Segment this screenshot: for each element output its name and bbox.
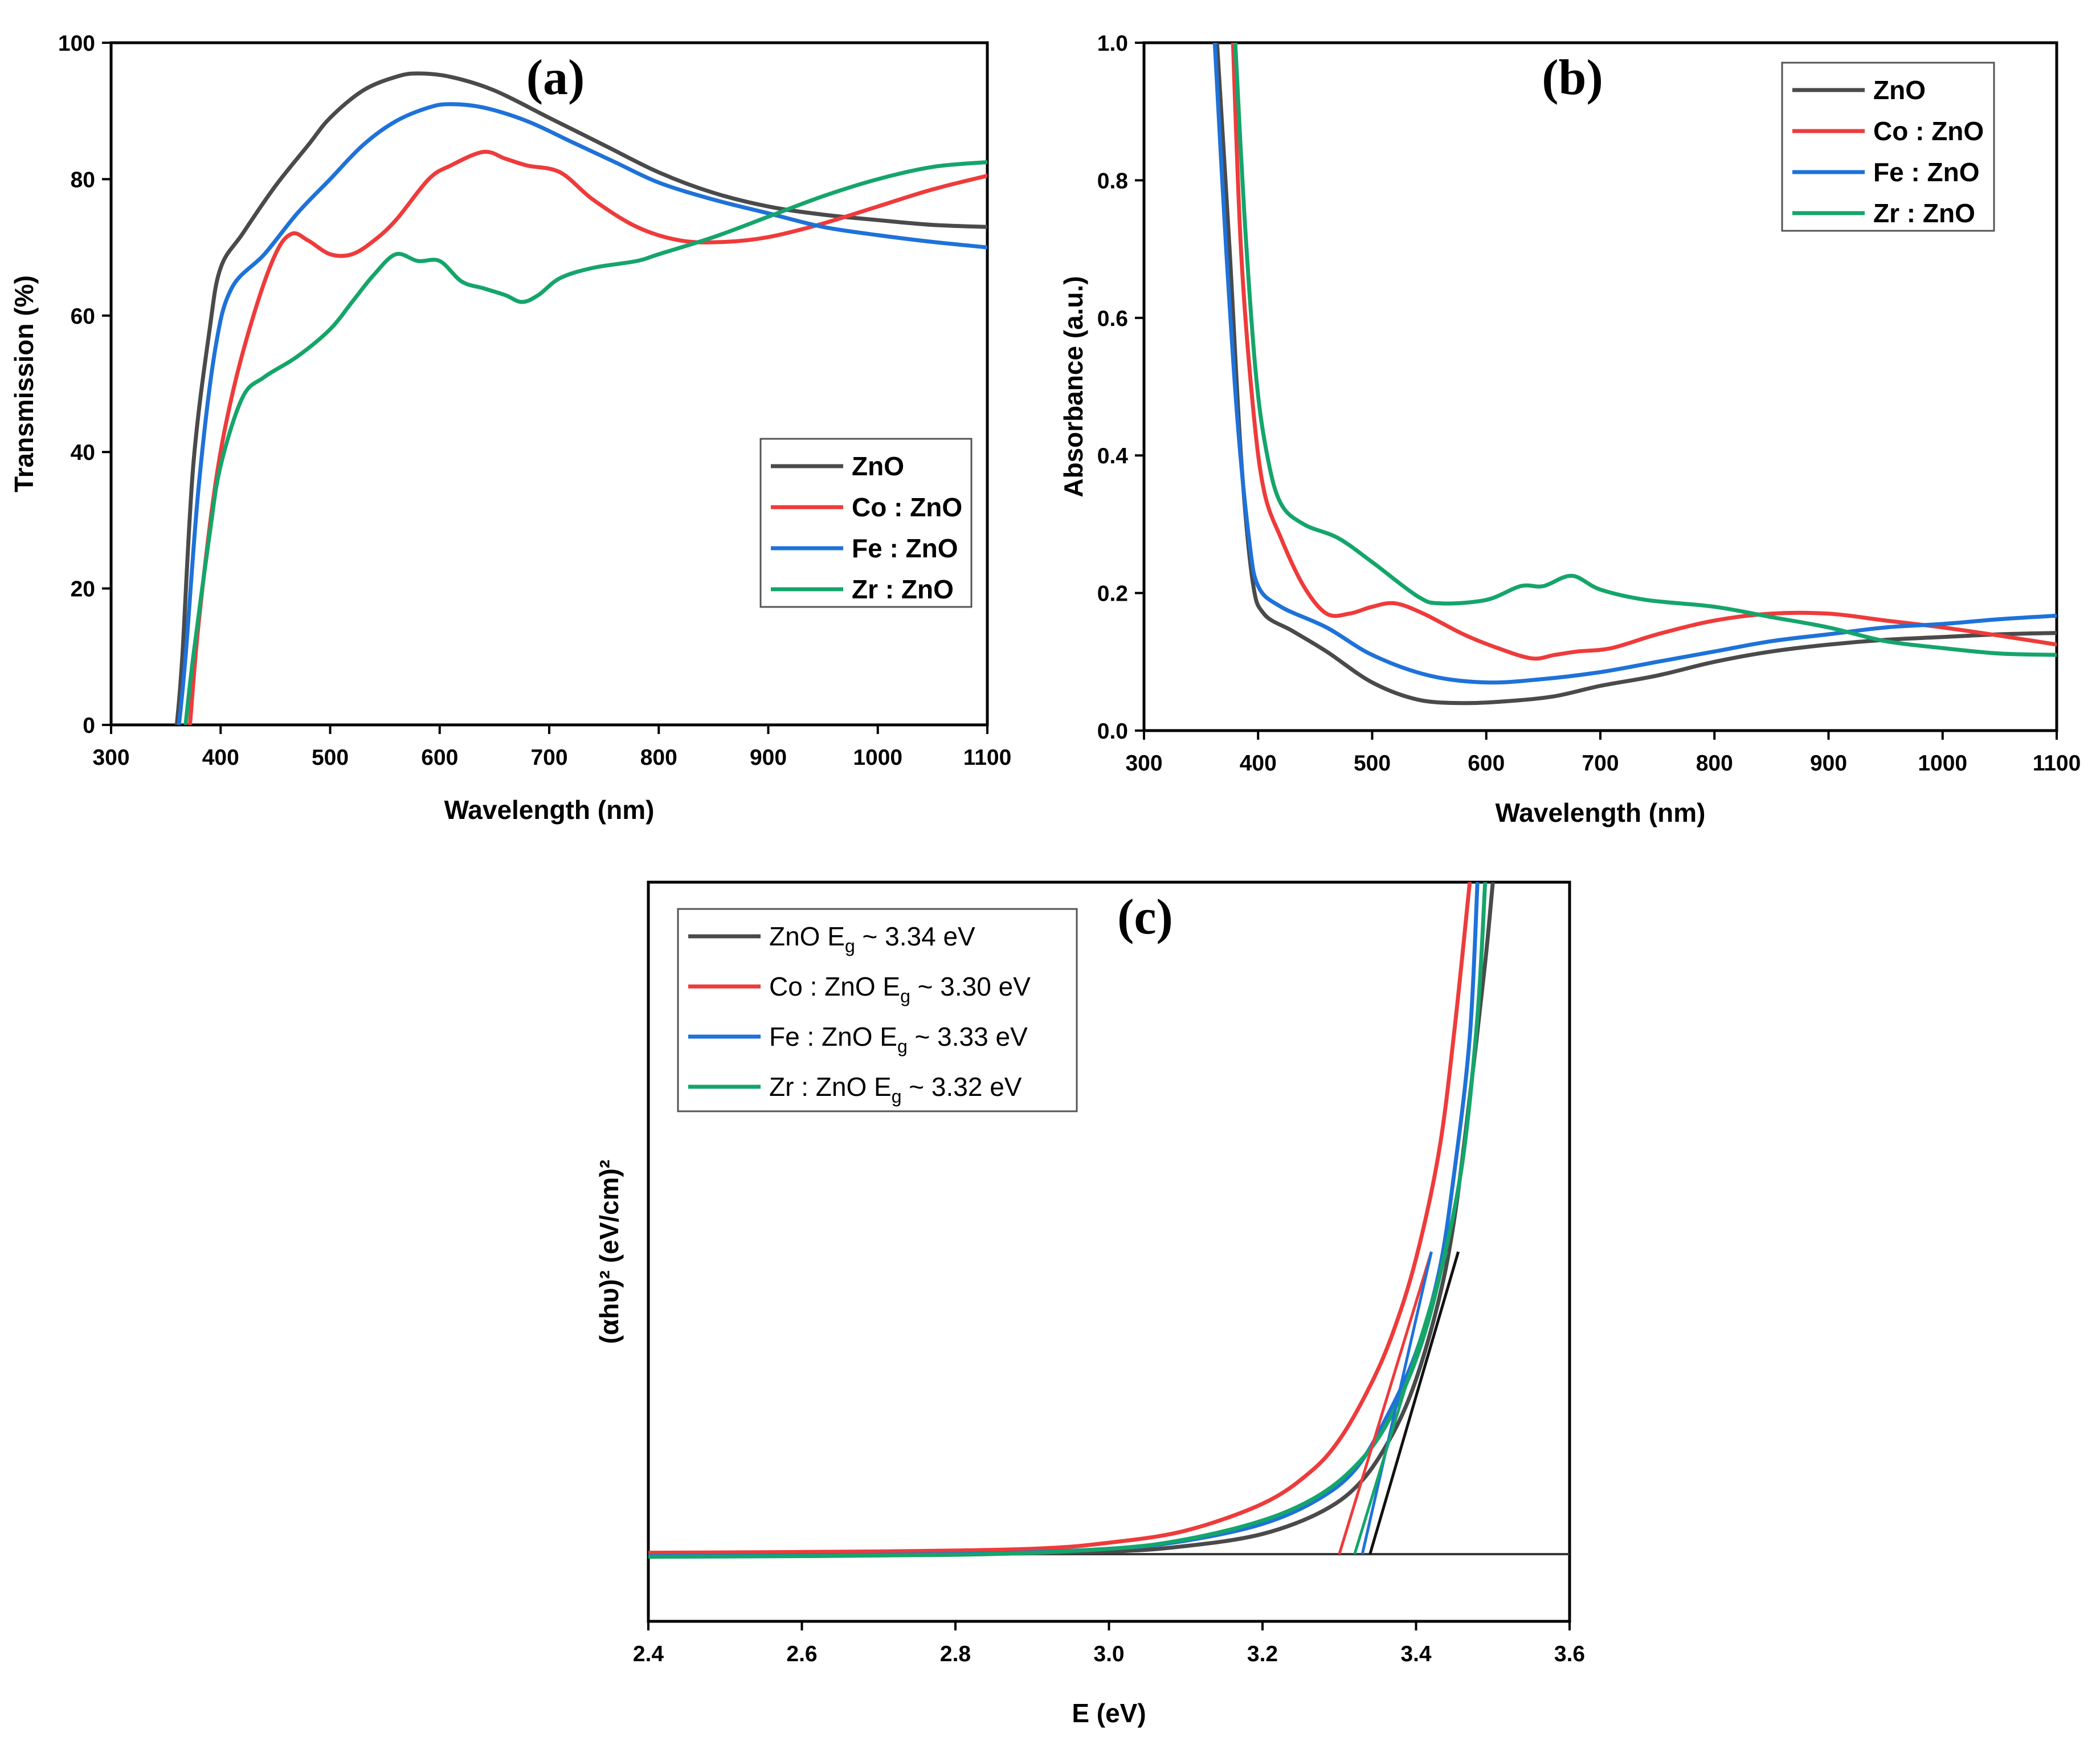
x-tick-label: 1000 — [853, 745, 902, 770]
x-tick-label: 800 — [640, 745, 677, 770]
legend-label: Fe : ZnO — [1873, 157, 1980, 187]
legend-label: Co : ZnO — [1873, 116, 1984, 146]
plot-area — [1212, 43, 2057, 706]
series-line-zr — [648, 882, 1488, 1559]
legend-label: Fe : ZnO Eg ~ 3.33 eV — [769, 1022, 1028, 1057]
series-line-fe — [177, 102, 987, 725]
plot-area — [174, 71, 987, 725]
x-tick-label: 700 — [530, 745, 567, 770]
series-line-co — [1231, 43, 2057, 661]
x-tick-label: 2.4 — [633, 1642, 664, 1666]
x-tick-label: 500 — [1354, 751, 1391, 776]
series-line-co — [648, 882, 1472, 1555]
panel-a: 300 400 500 600 700 800 900 1000 1100 0 20 40 60 80 10… — [9, 31, 1011, 825]
x-tick-label: 500 — [312, 745, 349, 770]
x-tick-label: 3.2 — [1247, 1642, 1278, 1666]
x-tick-label: 1100 — [2033, 751, 2081, 776]
legend: ZnO Co : ZnO Fe : ZnO Zr : ZnO — [1781, 62, 1995, 232]
legend-label: ZnO — [852, 451, 904, 481]
x-tick-label: 800 — [1696, 751, 1733, 776]
legend-label: Zr : ZnO — [852, 574, 954, 604]
legend: ZnO Eg ~ 3.34 eV Co : ZnO Eg ~ 3.30 eV Fe … — [677, 908, 1078, 1112]
x-tick-label: 600 — [421, 745, 458, 770]
series-line-zr — [183, 160, 987, 725]
x-tick-label: 1100 — [963, 745, 1012, 770]
y-tick-label: 20 — [71, 577, 95, 602]
x-tick-label: 400 — [1240, 751, 1277, 776]
panel-label: (b) — [1542, 50, 1603, 105]
x-tick-label: 900 — [750, 745, 787, 770]
legend-label: Zr : ZnO — [1873, 198, 1975, 228]
y-tick-label: 0.2 — [1097, 582, 1128, 606]
y-tick-label: 1.0 — [1097, 31, 1128, 56]
tangent-line-co — [1338, 1251, 1433, 1555]
legend-label: Co : ZnO — [852, 492, 962, 522]
y-tick-label: 0.4 — [1097, 444, 1129, 468]
legend-label: Zr : ZnO Eg ~ 3.32 eV — [769, 1072, 1022, 1107]
y-tick-label: 80 — [71, 168, 95, 192]
tangent-line-zno — [1368, 1251, 1460, 1555]
y-axis-title: Transmission (%) — [9, 275, 39, 492]
x-tick-label: 300 — [92, 745, 129, 770]
y-tick-label: 0.6 — [1097, 307, 1128, 331]
x-tick-label: 2.8 — [940, 1642, 971, 1666]
x-tick-label: 1000 — [1918, 751, 1967, 776]
panel-c: 2.4 2.6 2.8 3.0 3.2 3.4 3.6 E (eV) (αhυ)² (eV/cm… — [594, 880, 1585, 1728]
legend-label: ZnO Eg ~ 3.34 eV — [769, 922, 975, 956]
y-axis-title: (αhυ)² (eV/cm)² — [594, 1160, 624, 1344]
y-tick-label: 100 — [58, 31, 95, 56]
tangent-line-fe — [1360, 1251, 1433, 1555]
tangent-line-zr — [1353, 1251, 1448, 1555]
x-tick-label: 3.6 — [1554, 1642, 1585, 1666]
x-tick-label: 400 — [202, 745, 239, 770]
legend-label: ZnO — [1873, 75, 1926, 105]
plot-frame — [109, 41, 989, 727]
x-tick-label: 3.4 — [1400, 1642, 1432, 1666]
y-tick-label: 0.0 — [1097, 719, 1128, 744]
y-tick-label: 40 — [71, 441, 95, 465]
series-line-zr — [1233, 43, 2057, 657]
panel-b: 300 400 500 600 700 800 900 1000 1100 0.0 0.2 0.4 0.… — [1059, 31, 2081, 827]
x-tick-label: 900 — [1810, 751, 1847, 776]
x-tick-label: 600 — [1468, 751, 1505, 776]
legend-box — [677, 908, 1078, 1112]
x-axis-title: E (eV) — [1072, 1698, 1146, 1728]
x-tick-label: 2.6 — [786, 1642, 817, 1666]
panel-label: (c) — [1117, 890, 1173, 945]
panel-label: (a) — [526, 50, 585, 105]
series-line-co — [187, 149, 987, 725]
legend: ZnO Co : ZnO Fe : ZnO Zr : ZnO — [759, 438, 973, 608]
legend-label: Co : ZnO Eg ~ 3.30 eV — [769, 972, 1031, 1006]
x-tick-label: 300 — [1125, 751, 1162, 776]
y-tick-label: 60 — [71, 304, 95, 329]
x-axis-title: Wavelength (nm) — [444, 795, 655, 825]
y-tick-label: 0.8 — [1097, 169, 1128, 193]
y-axis-title: Absorbance (a.u.) — [1059, 276, 1088, 498]
series-line-zno — [174, 71, 987, 725]
x-axis-title: Wavelength (nm) — [1496, 798, 1706, 827]
x-tick-label: 3.0 — [1093, 1642, 1124, 1666]
legend-label: Fe : ZnO — [852, 533, 958, 563]
x-tick-label: 700 — [1582, 751, 1619, 776]
y-tick-label: 0 — [83, 713, 95, 738]
plot-area — [648, 882, 1495, 1559]
series-line-fe — [1212, 43, 2057, 685]
